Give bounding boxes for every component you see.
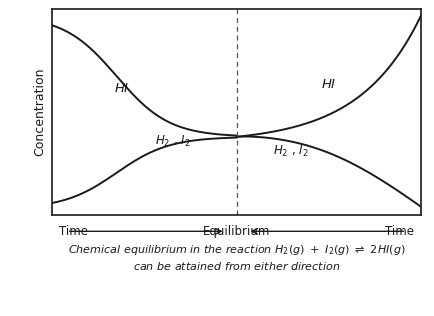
Text: HI: HI — [115, 82, 128, 94]
Text: Time: Time — [385, 225, 414, 238]
Text: $\mathit{H_2}$ , $\mathit{I_2}$: $\mathit{H_2}$ , $\mathit{I_2}$ — [273, 144, 309, 159]
Text: $\mathit{H_2}$ , $\mathit{I_2}$: $\mathit{H_2}$ , $\mathit{I_2}$ — [155, 134, 191, 149]
Text: $\it{Chemical\ equilibrium\ in\ the\ reaction}$$\ \mathit{H_2(g)\ +\ I_2(g)\ \ri: $\it{Chemical\ equilibrium\ in\ the\ rea… — [68, 243, 405, 257]
Text: Time: Time — [59, 225, 89, 238]
Text: Equilibrium: Equilibrium — [203, 225, 270, 238]
Text: HI: HI — [321, 77, 335, 90]
Text: $\it{can\ be\ attained\ from\ either\ direction}$: $\it{can\ be\ attained\ from\ either\ di… — [133, 260, 340, 272]
Y-axis label: Concentration: Concentration — [33, 68, 46, 156]
